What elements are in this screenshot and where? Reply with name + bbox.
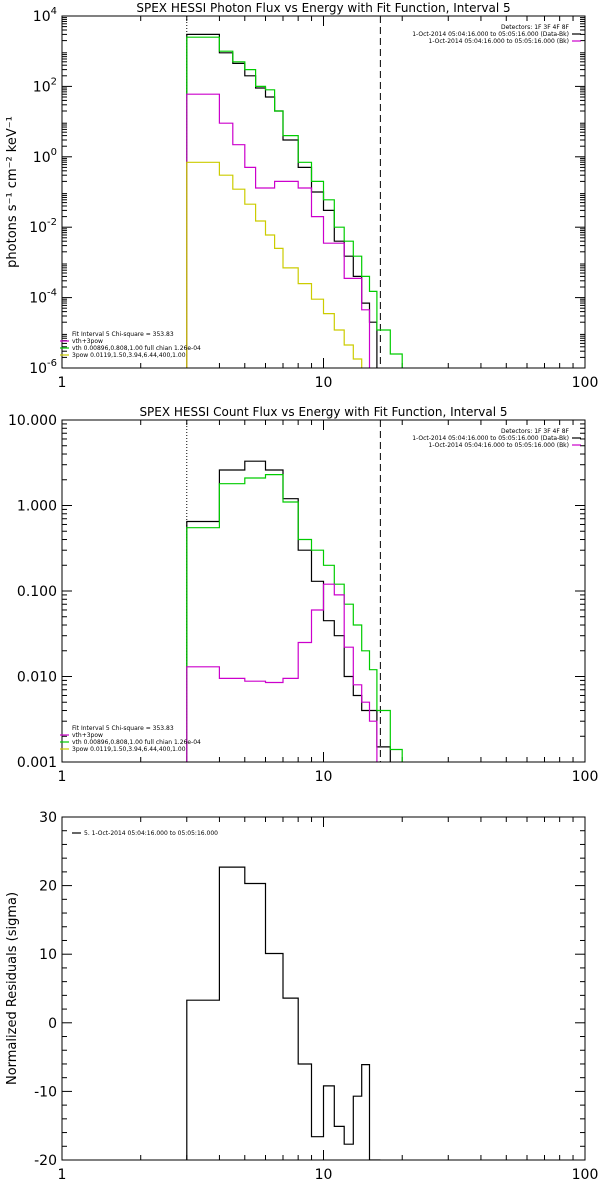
legend-legend_top-entry: 1-Oct-2014 05:04:16.000 to 05:05:16.000 … <box>429 442 570 449</box>
y-axis-label: Normalized Residuals (sigma) <box>5 892 20 1085</box>
series-0-line <box>186 866 381 1160</box>
chart-residuals: Normalized Residuals (sigma)1 10 100-20-10… <box>5 810 598 1183</box>
legend-legend_top-entry: Detectors: 1F 3F 4F 8F <box>501 428 570 435</box>
legend-legend_top-entry: 1-Oct-2014 05:04:16.000 to 05:05:16.000 … <box>412 435 569 442</box>
legend-legend_bottom-entry: vth 0.00896,0.808,1.00 full chian 1.26e-… <box>72 739 201 746</box>
y-tick-label: 0.010 <box>17 670 57 686</box>
legend-legend_bottom-entry: Fit Interval 5 Chi-square = 353.83 <box>72 725 174 732</box>
legend-legend_bottom-entry: vth 0.00896,0.808,1.00 full chian 1.26e-… <box>72 345 201 352</box>
plot-frame <box>61 816 586 1161</box>
y-tick-label: 10 <box>39 947 57 963</box>
series-0-line <box>186 460 403 762</box>
chart-title: SPEX HESSI Count Flux vs Energy with Fit… <box>139 405 507 419</box>
y-tick-label: 100 <box>33 147 57 166</box>
series-1-line <box>186 474 403 762</box>
series-2-line <box>186 93 403 368</box>
x-tick-label: 100 <box>572 1167 599 1183</box>
x-tick-label: 10 <box>315 1167 333 1183</box>
series-2-line <box>186 583 403 762</box>
y-tick-label: -20 <box>34 1153 57 1169</box>
y-tick-label: 1.000 <box>17 499 57 515</box>
legend-legend_top-entry: Detectors: 1F 3F 4F 8F <box>501 24 570 31</box>
legend-legend_bottom-entry: Fit Interval 5 Chi-square = 353.83 <box>72 331 174 338</box>
series-1-line <box>186 36 403 368</box>
legend-legend_bottom-entry: 3pow 0.0119,1.50,3.94,6.44,400,1.00 <box>72 352 186 359</box>
legend-legend_top-entry: 1-Oct-2014 05:04:16.000 to 05:05:16.000 … <box>429 38 570 45</box>
legend-legend_top-entry: 1-Oct-2014 05:04:16.000 to 05:05:16.000 … <box>412 31 569 38</box>
y-tick-label: 104 <box>33 6 57 25</box>
y-tick-label: 0.100 <box>17 584 57 600</box>
chart-title: SPEX HESSI Photon Flux vs Energy with Fi… <box>136 1 510 15</box>
x-tick-label: 10 <box>315 769 333 785</box>
y-tick-label: 20 <box>39 879 57 895</box>
chart-count: SPEX HESSI Count Flux vs Energy with Fit… <box>8 405 599 785</box>
legend-legend_bottom-entry: vth+3pow <box>72 338 103 345</box>
x-tick-label: 100 <box>572 375 599 391</box>
y-tick-label: -10 <box>34 1084 57 1100</box>
series-0-line <box>186 33 403 368</box>
plot-frame <box>61 419 586 763</box>
x-tick-label: 10 <box>315 375 333 391</box>
y-tick-label: 102 <box>33 76 57 95</box>
x-tick-label: 1 <box>58 375 67 391</box>
y-tick-label: 10-2 <box>29 217 57 236</box>
x-tick-label: 1 <box>58 1167 67 1183</box>
x-tick-label: 100 <box>572 769 599 785</box>
legend-legend_bottom-entry: vth+3pow <box>72 732 103 739</box>
y-axis-label: photons s⁻¹ cm⁻² keV⁻¹ <box>5 116 20 268</box>
y-tick-label: 30 <box>39 810 57 826</box>
y-tick-label: 10-4 <box>29 288 57 307</box>
y-tick-label: 10.000 <box>8 413 57 429</box>
y-tick-label: 10-6 <box>29 358 57 377</box>
y-tick-label: 0 <box>48 1016 57 1032</box>
series-3-line <box>186 161 403 368</box>
x-tick-label: 1 <box>58 769 67 785</box>
chart-photon: SPEX HESSI Photon Flux vs Energy with Fi… <box>5 1 599 391</box>
legend-legend_bottom-entry: 3pow 0.0119,1.50,3.94,6.44,400,1.00 <box>72 746 186 753</box>
legend-legend_left-entry: 5. 1-Oct-2014 05:04:16.000 to 05:05:16.0… <box>84 830 218 837</box>
plot-frame <box>61 15 586 369</box>
y-tick-label: 0.001 <box>17 755 57 771</box>
